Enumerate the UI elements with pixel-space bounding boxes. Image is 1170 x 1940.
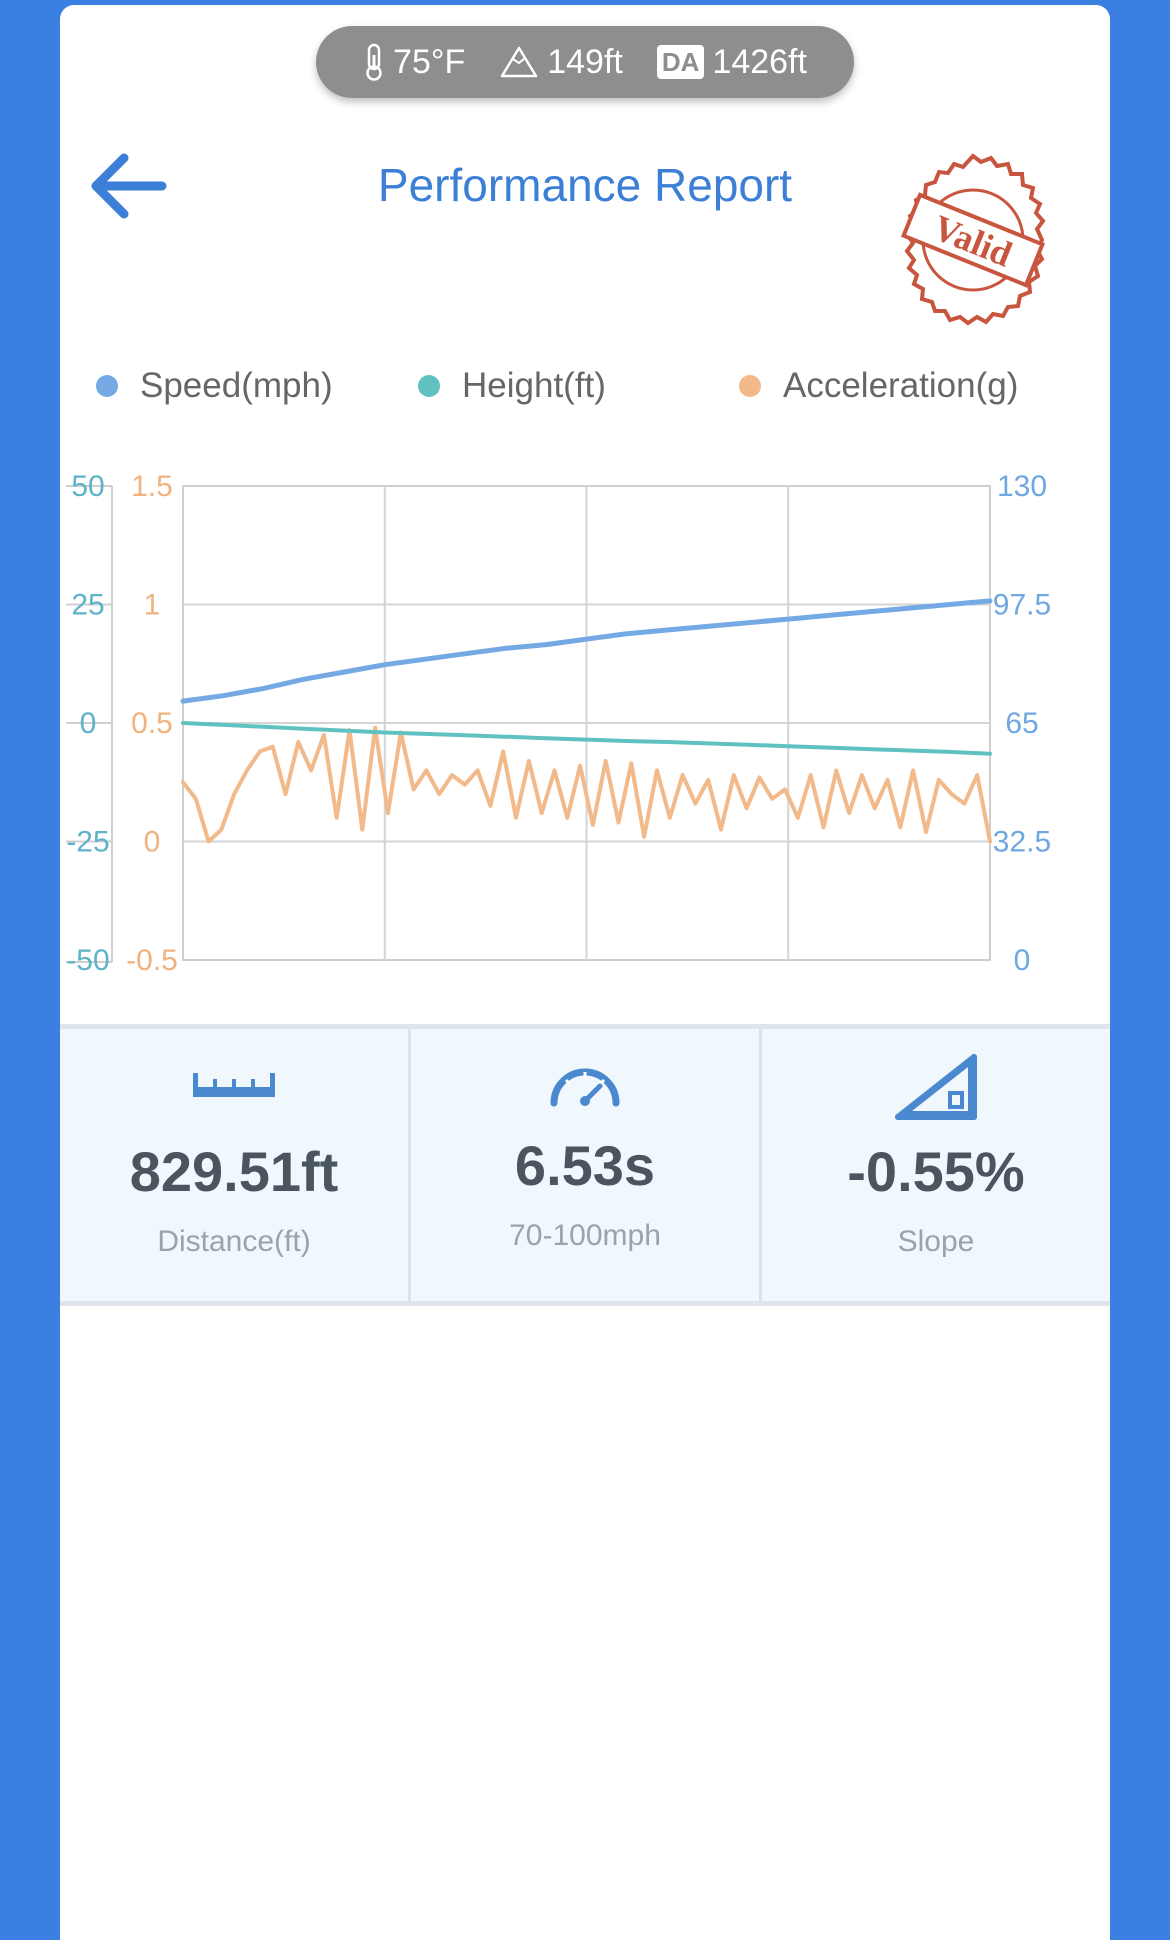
ruler-icon <box>193 1073 275 1097</box>
time-value: 6.53s <box>514 1134 656 1197</box>
accel-tick-label: 0.5 <box>131 707 173 740</box>
legend-label-acceleration: Acceleration(g) <box>783 366 1019 405</box>
legend-dot-acceleration <box>739 375 761 397</box>
page-title: Performance Report <box>377 159 793 211</box>
speed-tick-label: 130 <box>997 470 1047 503</box>
height-tick-label: -25 <box>66 826 109 859</box>
legend-dot-speed <box>96 375 118 397</box>
speed-tick-label: 32.5 <box>993 826 1051 859</box>
chart-legend: Speed(mph) Height(ft) Acceleration(g) <box>0 366 1170 412</box>
stat-distance: 829.51ft Distance(ft) <box>60 1029 408 1301</box>
speed-tick-label: 97.5 <box>993 589 1051 622</box>
da-badge: DA <box>656 45 705 79</box>
height-tick-label: 25 <box>71 589 104 622</box>
distance-label: Distance(ft) <box>157 1225 311 1258</box>
legend-item-height[interactable]: Height(ft) <box>418 366 606 406</box>
distance-value: 829.51ft <box>129 1140 339 1203</box>
legend-item-acceleration[interactable]: Acceleration(g) <box>739 366 1018 406</box>
altitude-value: 149ft <box>547 42 623 81</box>
legend-label-speed: Speed(mph) <box>140 366 333 405</box>
speed-tick-label: 0 <box>1014 944 1031 977</box>
accel-tick-label: 0 <box>144 826 161 859</box>
time-label: 70-100mph <box>509 1219 661 1252</box>
slope-value: -0.55% <box>847 1140 1025 1203</box>
stats-panel: 829.51ft Distance(ft) 6.53s 70-100mph -0… <box>60 1024 1110 1306</box>
density-altitude-value: 1426ft <box>712 42 807 81</box>
temperature-readout: 75°F <box>363 43 465 82</box>
acceleration-series-line <box>181 725 992 844</box>
report-card <box>60 5 1110 1940</box>
stat-time: 6.53s 70-100mph <box>408 1029 759 1301</box>
chart-ticks: 50 1.5 130 25 1 97.5 0 0.5 65 -25 0 32.5 -50 -0.5 0 <box>66 470 1051 977</box>
speedometer-icon <box>550 1068 620 1107</box>
back-button[interactable] <box>88 150 168 222</box>
mountain-icon <box>500 46 538 78</box>
density-altitude-readout: DA 1426ft <box>656 42 807 82</box>
height-tick-label: 0 <box>80 707 97 740</box>
chart-lines <box>180 598 993 844</box>
legend-dot-height <box>418 375 440 397</box>
legend-item-speed[interactable]: Speed(mph) <box>96 366 333 406</box>
slope-label: Slope <box>897 1225 975 1258</box>
height-tick-label: -50 <box>66 944 109 977</box>
slope-icon <box>895 1054 977 1120</box>
performance-chart: 50 1.5 130 25 1 97.5 0 0.5 65 -25 0 32.5 -50 -0.5 0 <box>0 440 1170 980</box>
thermometer-icon <box>366 43 382 81</box>
accel-tick-label: -0.5 <box>126 944 178 977</box>
accel-tick-label: 1 <box>144 589 161 622</box>
legend-label-height: Height(ft) <box>462 366 606 405</box>
chart-grid <box>66 485 991 963</box>
back-arrow-icon <box>91 153 167 219</box>
height-series-line <box>181 721 992 756</box>
valid-stamp: Valid <box>900 153 1046 326</box>
accel-tick-label: 1.5 <box>131 470 173 503</box>
chart-svg: 50 1.5 130 25 1 97.5 0 0.5 65 -25 0 32.5 -50 -0.5 0 <box>66 470 1051 977</box>
temperature-value: 75°F <box>393 42 466 81</box>
conditions-pill: 75°F 149ft DA 1426ft <box>316 26 854 98</box>
speed-tick-label: 65 <box>1005 707 1038 740</box>
speed-series-line <box>180 598 993 704</box>
stat-slope: -0.55% Slope <box>759 1029 1110 1301</box>
height-tick-label: 50 <box>71 470 104 503</box>
altitude-readout: 149ft <box>499 43 623 82</box>
